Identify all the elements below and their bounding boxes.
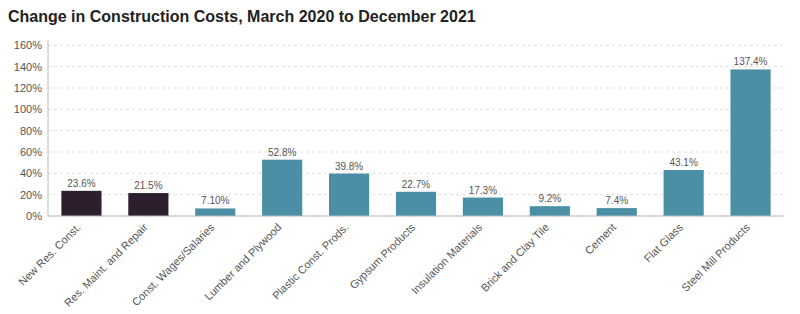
data-label: 39.8%: [335, 161, 363, 172]
y-tick-label: 100%: [14, 103, 42, 115]
bar: [463, 198, 503, 216]
x-axis: New Res. Const.Res. Maint. and RepairCon…: [16, 221, 752, 309]
y-tick-label: 80%: [20, 125, 42, 137]
bar: [664, 170, 704, 216]
y-tick-label: 160%: [14, 39, 42, 51]
x-tick-label: Insulation Materials: [409, 221, 485, 297]
data-label: 7.4%: [605, 195, 628, 206]
y-axis-line: [48, 40, 49, 216]
data-label: 17.3%: [469, 185, 497, 196]
x-tick-label: Brick and Clay Tile: [478, 221, 551, 294]
grid-line: [48, 216, 784, 217]
y-axis: 0% 20% 40% 60% 80% 100% 120% 140% 160%: [14, 39, 784, 222]
bar: [530, 206, 570, 216]
y-tick-label: 60%: [20, 146, 42, 158]
y-tick-label: 40%: [20, 167, 42, 179]
x-tick-label: Gypsum Products: [347, 221, 418, 292]
grid-line: [48, 66, 784, 67]
bar: [195, 208, 235, 216]
bar: [329, 174, 369, 216]
y-tick-label: 0%: [26, 210, 42, 222]
data-label: 7.10%: [201, 195, 229, 206]
bar: [396, 192, 436, 216]
y-tick-label: 140%: [14, 61, 42, 73]
data-labels: 23.6% 21.5% 7.10% 52.8% 39.8% 22.7% 17.3% 9.2% 7…: [67, 56, 767, 206]
x-tick-label: New Res. Const.: [16, 221, 83, 288]
y-tick-label: 120%: [14, 82, 42, 94]
data-label: 43.1%: [669, 157, 697, 168]
grid-line: [48, 45, 784, 46]
grid-line: [48, 109, 784, 110]
data-label: 137.4%: [734, 56, 768, 67]
bar: [262, 160, 302, 216]
data-label: 22.7%: [402, 179, 430, 190]
bar: [730, 69, 770, 216]
bar: [128, 193, 168, 216]
x-axis-line: [48, 216, 784, 217]
grid-line: [48, 130, 784, 131]
grid-line: [48, 152, 784, 153]
y-tick-label: 20%: [20, 189, 42, 201]
chart: Change in Construction Costs, March 2020…: [0, 0, 800, 314]
data-label: 21.5%: [134, 180, 162, 191]
x-tick-label: Steel Mill Products: [679, 221, 752, 294]
data-label: 23.6%: [67, 178, 95, 189]
bars: [61, 69, 770, 216]
title: Change in Construction Costs, March 2020…: [8, 8, 476, 25]
x-tick-label: Plastic Const. Prods.: [270, 221, 351, 302]
data-label: 52.8%: [268, 147, 296, 158]
bar: [597, 208, 637, 216]
bar: [61, 191, 101, 216]
grid-line: [48, 88, 784, 89]
x-tick-label: Cement: [582, 221, 618, 257]
data-label: 9.2%: [538, 193, 561, 204]
x-tick-label: Flat Glass: [642, 221, 686, 265]
